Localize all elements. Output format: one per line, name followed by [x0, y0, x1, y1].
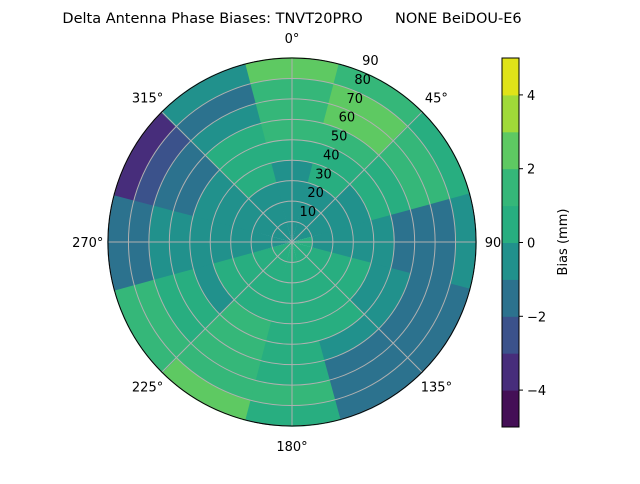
contour-cell [189, 328, 261, 382]
angular-tick-label: 225° [132, 380, 163, 395]
contour-cell [113, 110, 177, 201]
colorbar-band [502, 390, 519, 428]
radial-tick-label: 30 [315, 167, 332, 182]
colorbar-band [502, 94, 519, 133]
colorbar-band [502, 205, 519, 243]
colorbar-band [502, 58, 519, 96]
contour-cell [312, 299, 366, 342]
contour-cell [333, 357, 424, 421]
chart-title: Delta Antenna Phase Biases: TNVT20PRO NO… [62, 11, 521, 27]
contour-cell [204, 313, 267, 362]
contour-cell [152, 139, 206, 211]
colorbar-tick-label: −4 [527, 384, 546, 399]
radial-tick-label: 50 [331, 130, 348, 145]
contour-cell [328, 342, 409, 401]
contour-cell [133, 125, 192, 206]
contour-cell [323, 328, 395, 382]
contour-cell [172, 154, 221, 217]
angular-tick-labels: 0°45°90°135°180°225°270°315° [72, 32, 508, 455]
radial-tick-labels: 10 20 30 40 50 60 70 80 90 [300, 54, 379, 220]
radial-tick-label: 70 [346, 92, 363, 107]
contour-cell [233, 162, 277, 199]
contour-cell [160, 63, 251, 127]
angular-gridline [161, 111, 423, 373]
contour-cell [133, 278, 192, 359]
colorbar-band [502, 131, 519, 170]
contour-cell [192, 168, 235, 222]
radial-tick-label: 80 [354, 73, 371, 88]
colorbar-tick-label: 2 [527, 163, 535, 178]
contour-cell [312, 142, 366, 185]
contour-cell [152, 273, 206, 345]
contour-cell [172, 267, 221, 330]
contour-cell [271, 227, 292, 242]
angular-tick-label: 0° [285, 32, 300, 47]
contour-cell [277, 242, 292, 263]
contour-cell [233, 285, 277, 322]
radial-tick-label: 60 [339, 111, 356, 126]
contour-cell [328, 83, 409, 142]
contour-cell [378, 273, 432, 345]
contour-cell [292, 242, 313, 257]
contour-cell [333, 63, 424, 127]
contour-cell [192, 262, 235, 316]
colorbar-band [502, 316, 519, 354]
colorbar-tick-label: 0 [527, 237, 535, 252]
angular-tick-label: 45° [425, 92, 448, 107]
colorbar-band [502, 168, 519, 207]
radial-tick-label: 40 [323, 148, 340, 163]
angular-tick-label: 270° [72, 236, 103, 251]
contour-cell [349, 168, 392, 222]
contour-cell [175, 83, 256, 142]
contour-cell [113, 283, 177, 374]
polar-frame [107, 57, 477, 427]
radial-tick-label: 20 [307, 186, 324, 201]
radial-tick-label: 90 [362, 54, 379, 69]
contour-cell [277, 221, 292, 242]
contour-cell [204, 122, 267, 171]
contour-cell [323, 102, 395, 156]
contour-cell [189, 102, 261, 156]
contour-cell [175, 342, 256, 401]
angular-tick-label: 180° [276, 440, 307, 455]
contour-cell [292, 221, 307, 242]
angular-tick-label: 135° [421, 380, 452, 395]
contour-cell [317, 122, 380, 171]
colorbar-band [502, 353, 519, 391]
contour-cell [349, 262, 392, 316]
contour-cell [160, 357, 251, 421]
contour-cell [218, 142, 272, 185]
colorbar-tick-label: −2 [527, 310, 546, 325]
contour-cell [317, 313, 380, 362]
colorbar-label: Bias (mm) [556, 209, 571, 276]
contour-cell [407, 110, 471, 201]
contour-cell [335, 257, 372, 301]
contour-cell [212, 257, 249, 301]
colorbar-band [502, 242, 519, 280]
contour-cell [363, 267, 412, 330]
contour-cell [212, 183, 249, 227]
contour-cell [292, 227, 313, 242]
contour-cell [271, 242, 292, 257]
contour-cell [392, 125, 451, 206]
colorbar-band [502, 279, 519, 317]
contour-cell [307, 285, 351, 322]
contour-cell [392, 278, 451, 359]
contour-cell [335, 183, 372, 227]
colorbar: −4 −2 0 2 4 [501, 57, 546, 428]
polar-grid [107, 57, 477, 427]
contour-cell [292, 242, 307, 263]
colorbar-tick-label: 4 [527, 89, 535, 104]
contour-cell [407, 283, 471, 374]
radial-tick-label: 10 [300, 205, 317, 220]
contour-cell [307, 162, 351, 199]
contour-cell [378, 139, 432, 211]
contour-cell [363, 154, 412, 217]
angular-tick-label: 315° [132, 92, 163, 107]
contour-cell [218, 299, 272, 342]
